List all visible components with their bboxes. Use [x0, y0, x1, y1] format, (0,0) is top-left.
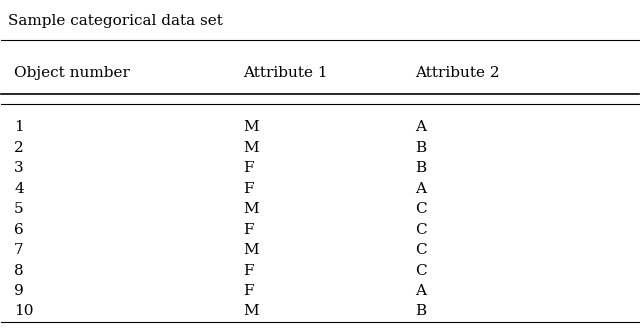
Text: 9: 9 [14, 284, 24, 298]
Text: Attribute 2: Attribute 2 [415, 67, 500, 80]
Text: Sample categorical data set: Sample categorical data set [8, 14, 223, 29]
Text: 6: 6 [14, 222, 24, 236]
Text: 4: 4 [14, 182, 24, 195]
Text: B: B [415, 141, 427, 154]
Text: 3: 3 [14, 161, 24, 175]
Text: F: F [244, 222, 254, 236]
Text: C: C [415, 202, 428, 216]
Text: M: M [244, 304, 259, 318]
Text: M: M [244, 243, 259, 257]
Text: Object number: Object number [14, 67, 130, 80]
Text: F: F [244, 284, 254, 298]
Text: F: F [244, 263, 254, 277]
Text: 10: 10 [14, 304, 34, 318]
Text: 2: 2 [14, 141, 24, 154]
Text: 7: 7 [14, 243, 24, 257]
Text: 1: 1 [14, 120, 24, 134]
Text: F: F [244, 161, 254, 175]
Text: B: B [415, 161, 427, 175]
Text: M: M [244, 120, 259, 134]
Text: C: C [415, 222, 428, 236]
Text: 5: 5 [14, 202, 24, 216]
Text: Attribute 1: Attribute 1 [244, 67, 328, 80]
Text: M: M [244, 141, 259, 154]
Text: C: C [415, 263, 428, 277]
Text: F: F [244, 182, 254, 195]
Text: A: A [415, 182, 427, 195]
Text: M: M [244, 202, 259, 216]
Text: C: C [415, 243, 428, 257]
Text: A: A [415, 120, 427, 134]
Text: B: B [415, 304, 427, 318]
Text: 8: 8 [14, 263, 24, 277]
Text: A: A [415, 284, 427, 298]
